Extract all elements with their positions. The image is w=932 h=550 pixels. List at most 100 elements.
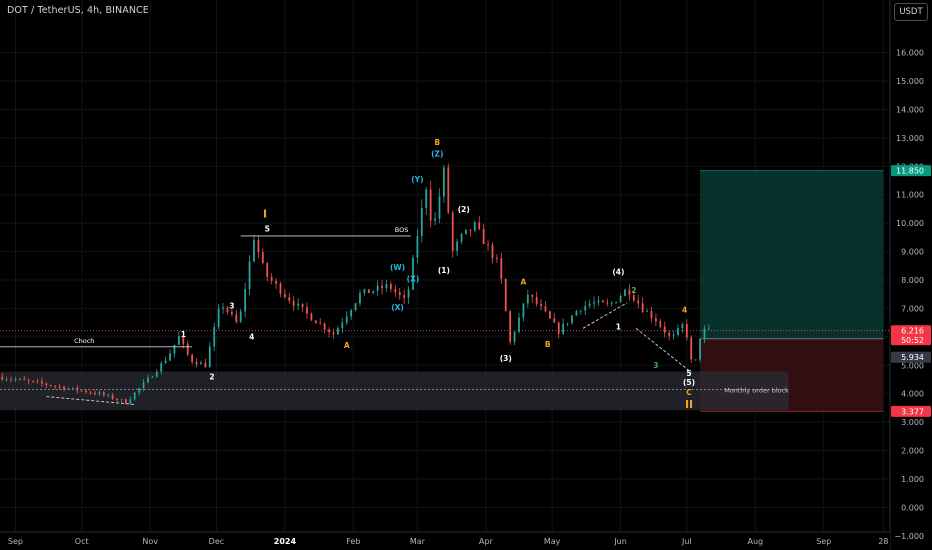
candle-body — [478, 222, 481, 229]
candle-body — [23, 378, 26, 380]
candle-body — [230, 311, 233, 315]
candle-body — [681, 324, 684, 329]
price-tick-label: 3.000 — [901, 418, 924, 427]
candle-body — [248, 261, 251, 290]
candle-body — [164, 360, 167, 364]
candle-body — [473, 222, 476, 231]
candle-body — [575, 311, 578, 316]
current-price-badge-bg — [891, 325, 931, 346]
candle-body — [677, 328, 679, 335]
wave-label: (5) — [683, 378, 695, 387]
candle-body — [442, 167, 445, 197]
candle-body — [27, 379, 30, 381]
candle-body — [557, 322, 560, 334]
candle-body — [341, 322, 344, 329]
candle-body — [71, 387, 74, 389]
candle-body — [451, 212, 454, 251]
candle-body — [279, 283, 282, 294]
wave-label: (1) — [438, 266, 450, 275]
price-tick-label: 13.000 — [896, 134, 924, 143]
time-tick-label: Jun — [613, 537, 627, 546]
candle-body — [41, 381, 43, 384]
price-tick-label: 2.000 — [901, 447, 924, 456]
candle-body — [637, 300, 640, 304]
currency-button[interactable]: USDT — [894, 3, 928, 21]
candle-body — [571, 315, 573, 324]
order-block-label: Monthly order block — [724, 386, 789, 394]
candle-body — [685, 324, 688, 338]
wave-label: C — [686, 388, 692, 397]
candle-body — [319, 323, 322, 325]
symbol-title[interactable]: DOT / TetherUS, 4h, BINANCE — [7, 5, 149, 16]
candle-body — [566, 323, 569, 324]
candle-body — [354, 303, 357, 311]
candle-body — [526, 294, 529, 304]
entry-price-badge-text: 5.934 — [901, 353, 924, 362]
time-tick-label: 28 — [878, 537, 888, 546]
price-tick-label: 0.000 — [901, 503, 924, 512]
candle-body — [186, 343, 189, 355]
candle-body — [650, 311, 653, 319]
price-tick-label: 1.000 — [901, 475, 924, 484]
candle-body — [632, 295, 635, 301]
candle-body — [584, 305, 587, 311]
candle-body — [482, 228, 485, 245]
candle-body — [593, 302, 595, 304]
candle-body — [142, 382, 145, 389]
candle-body — [297, 303, 300, 306]
candle-body — [306, 307, 308, 314]
candle-body — [58, 386, 61, 388]
wave-label: A — [520, 277, 526, 286]
candle-body — [398, 292, 401, 296]
candle-body — [151, 376, 154, 378]
candle-body — [182, 336, 185, 344]
wave-label: B — [545, 340, 551, 349]
wave-label: 5 — [686, 369, 691, 378]
level-label-choch: Choch — [74, 337, 94, 345]
candle-body — [381, 285, 383, 289]
candle-body — [204, 362, 207, 368]
wave-label: (W) — [390, 263, 405, 272]
candle-body — [407, 289, 410, 298]
dashed-trendline — [582, 302, 628, 329]
price-tick-label: 4.000 — [901, 390, 924, 399]
candle-body — [469, 229, 472, 231]
candle-body — [102, 392, 105, 396]
price-tick-label: 14.000 — [896, 105, 924, 114]
candle-body — [465, 229, 467, 234]
candle-body — [120, 399, 123, 401]
candle-body — [275, 280, 277, 284]
price-tick-label: 16.000 — [896, 49, 924, 58]
candle-body — [133, 392, 136, 400]
candle-body — [487, 244, 489, 245]
wave-label: 3 — [229, 301, 234, 310]
candle-body — [54, 386, 57, 387]
stop-price-badge-bg — [891, 405, 931, 417]
candle-body — [213, 327, 216, 347]
candle-body — [579, 310, 582, 312]
candle-body — [624, 289, 626, 297]
target-price-badge-bg — [891, 165, 931, 177]
candle-body — [597, 300, 600, 303]
candle-body — [628, 289, 631, 296]
candle-body — [403, 295, 406, 298]
candle-body — [425, 189, 428, 208]
order-block-zone — [0, 371, 789, 411]
current-price-badge-text: 6.216 — [901, 327, 924, 336]
candle-body — [253, 240, 255, 262]
candle-body — [124, 399, 127, 404]
wave-label: 2 — [631, 286, 636, 295]
candle-body — [562, 323, 565, 334]
price-axis-bg — [890, 0, 932, 550]
price-tick-label: −1.000 — [894, 532, 924, 541]
candle-body — [376, 285, 379, 291]
candle-body — [372, 290, 375, 293]
candle-body — [668, 332, 671, 336]
candle-body — [610, 303, 613, 304]
candle-body — [513, 331, 516, 342]
candle-body — [160, 363, 163, 372]
candle-body — [412, 257, 414, 290]
price-tick-label: 15.000 — [896, 77, 924, 86]
